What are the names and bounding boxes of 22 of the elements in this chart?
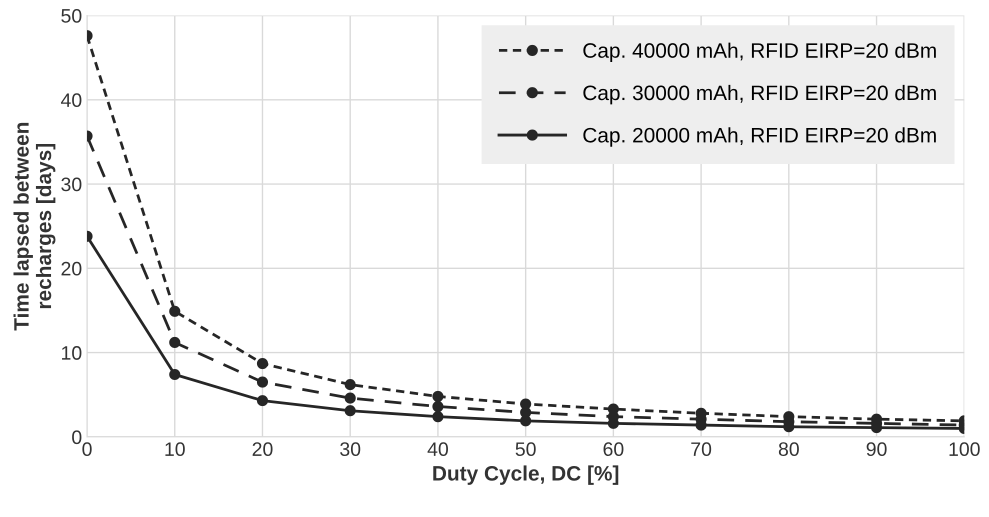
x-tick-label: 70 bbox=[691, 442, 712, 456]
x-tick-label: 20 bbox=[252, 442, 273, 456]
y-tick-label: 40 bbox=[60, 93, 82, 108]
legend-label: Cap. 20000 mAh, RFID EIRP=20 dBm bbox=[583, 127, 936, 147]
x-tick-label: 90 bbox=[866, 442, 887, 456]
legend-label: Cap. 40000 mAh, RFID EIRP=20 dBm bbox=[583, 42, 936, 62]
x-tick-label: 60 bbox=[604, 442, 624, 456]
y-tick-label: 10 bbox=[62, 346, 82, 360]
x-tick-label: 50 bbox=[516, 442, 536, 456]
y-tick-label: 0 bbox=[72, 430, 82, 444]
y-tick-label: 50 bbox=[61, 8, 82, 23]
x-tick-label: 40 bbox=[428, 442, 448, 456]
y-tick-label: 30 bbox=[61, 178, 82, 192]
y-axis-title: Time lapsed between recharges [days] bbox=[14, 122, 56, 331]
x-tick-label: 10 bbox=[165, 442, 185, 456]
x-tick-label: 100 bbox=[950, 442, 980, 456]
x-tick-label: 80 bbox=[778, 442, 799, 456]
x-tick-label: 30 bbox=[340, 442, 360, 456]
y-tick-label: 20 bbox=[62, 262, 82, 276]
legend-label: Cap. 30000 mAh, RFID EIRP=20 dBm bbox=[583, 84, 936, 104]
x-axis-title: Duty Cycle, DC [%] bbox=[433, 465, 618, 485]
x-tick-label: 0 bbox=[82, 442, 92, 456]
